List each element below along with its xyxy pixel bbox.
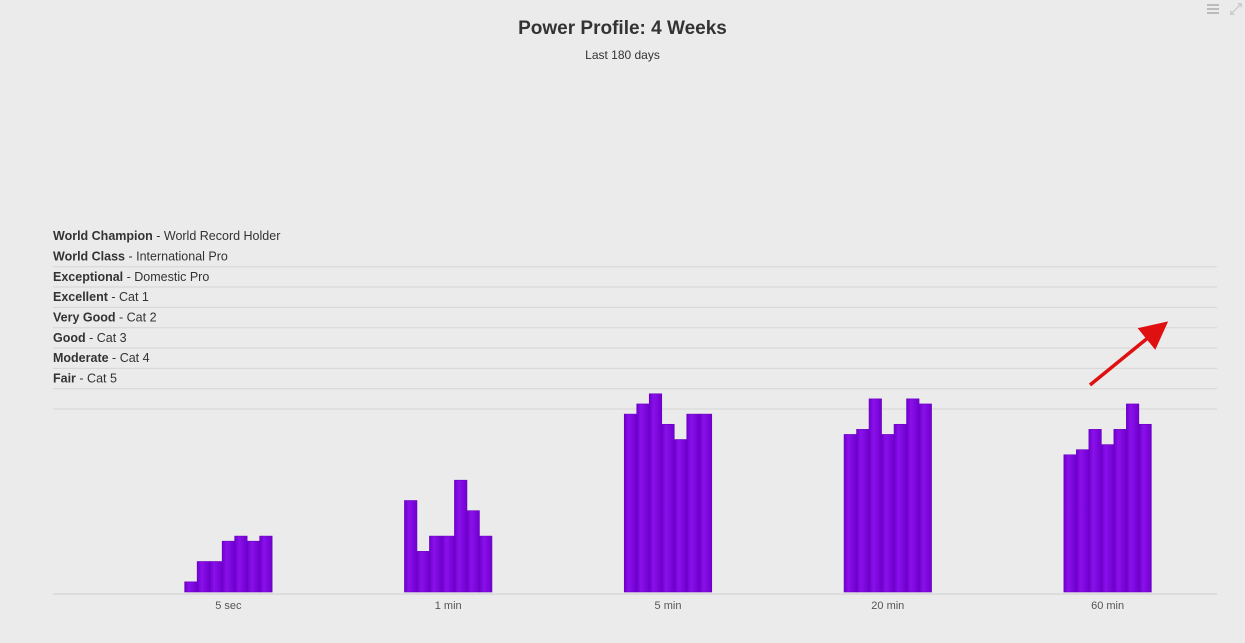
chart-subtitle: Last 180 days [585, 48, 660, 62]
band-level: Good [53, 331, 86, 345]
bar[interactable] [856, 429, 870, 593]
band-desc: Cat 5 [87, 372, 117, 386]
chart-title: Power Profile: 4 Weeks [518, 18, 727, 39]
bar[interactable] [246, 540, 260, 593]
bar[interactable] [843, 434, 857, 593]
band-level: World Champion [53, 229, 153, 243]
bar[interactable] [1101, 444, 1115, 593]
band-level: Excellent [53, 290, 109, 304]
bar[interactable] [196, 561, 210, 593]
bar[interactable] [698, 413, 713, 593]
bar[interactable] [209, 561, 223, 593]
band-desc: World Record Holder [164, 229, 280, 243]
band-level: Moderate [53, 351, 109, 365]
band-label: Exceptional - Domestic Pro [53, 270, 209, 284]
bar[interactable] [479, 535, 493, 593]
band-desc: Cat 2 [127, 311, 157, 325]
expand-icon[interactable] [1229, 2, 1243, 16]
bar[interactable] [623, 413, 638, 593]
bar[interactable] [1113, 429, 1127, 593]
band-label: Good - Cat 3 [53, 331, 127, 345]
bar[interactable] [673, 439, 688, 593]
bar[interactable] [404, 500, 418, 593]
band-desc: Cat 4 [120, 351, 150, 365]
annotation-arrow [1088, 321, 1169, 387]
band-level: Exceptional [53, 270, 123, 284]
menu-icon[interactable] [1206, 2, 1220, 16]
band-label: Very Good - Cat 2 [53, 311, 157, 325]
bar[interactable] [893, 423, 907, 593]
bar[interactable] [868, 398, 882, 593]
bar[interactable] [416, 551, 430, 593]
band-desc: International Pro [136, 250, 228, 264]
bar[interactable] [686, 413, 700, 593]
band-desc: Cat 3 [97, 331, 127, 345]
bar[interactable] [184, 581, 198, 593]
bar[interactable] [881, 434, 895, 593]
band-label: Excellent - Cat 1 [53, 290, 149, 304]
bar[interactable] [906, 398, 920, 593]
band-level: Fair [53, 372, 76, 386]
bar[interactable] [259, 535, 273, 593]
bar[interactable] [1138, 423, 1152, 593]
bar[interactable] [1088, 429, 1102, 593]
bar[interactable] [1126, 403, 1140, 593]
band-label: World Champion - World Record Holder [53, 229, 280, 243]
x-tick-label: 1 min [435, 600, 462, 612]
x-tick-label: 5 min [655, 600, 682, 612]
band-label: World Class - International Pro [53, 250, 228, 264]
bar[interactable] [918, 403, 932, 593]
bar[interactable] [1076, 449, 1090, 593]
bar[interactable] [1063, 454, 1077, 593]
bar[interactable] [636, 403, 650, 593]
bar[interactable] [661, 423, 675, 593]
bar[interactable] [429, 535, 443, 593]
bar[interactable] [648, 393, 663, 593]
x-tick-label: 5 sec [215, 600, 242, 612]
band-label: Fair - Cat 5 [53, 372, 117, 386]
bar[interactable] [441, 535, 455, 593]
bar[interactable] [466, 510, 480, 593]
bar[interactable] [454, 479, 468, 593]
band-desc: Cat 1 [119, 290, 149, 304]
band-level: World Class [53, 250, 125, 264]
bar[interactable] [221, 540, 235, 593]
band-label: Moderate - Cat 4 [53, 351, 150, 365]
x-tick-label: 20 min [871, 600, 904, 612]
band-desc: Domestic Pro [134, 270, 209, 284]
x-tick-label: 60 min [1091, 600, 1124, 612]
band-level: Very Good [53, 311, 116, 325]
bar[interactable] [234, 535, 248, 593]
